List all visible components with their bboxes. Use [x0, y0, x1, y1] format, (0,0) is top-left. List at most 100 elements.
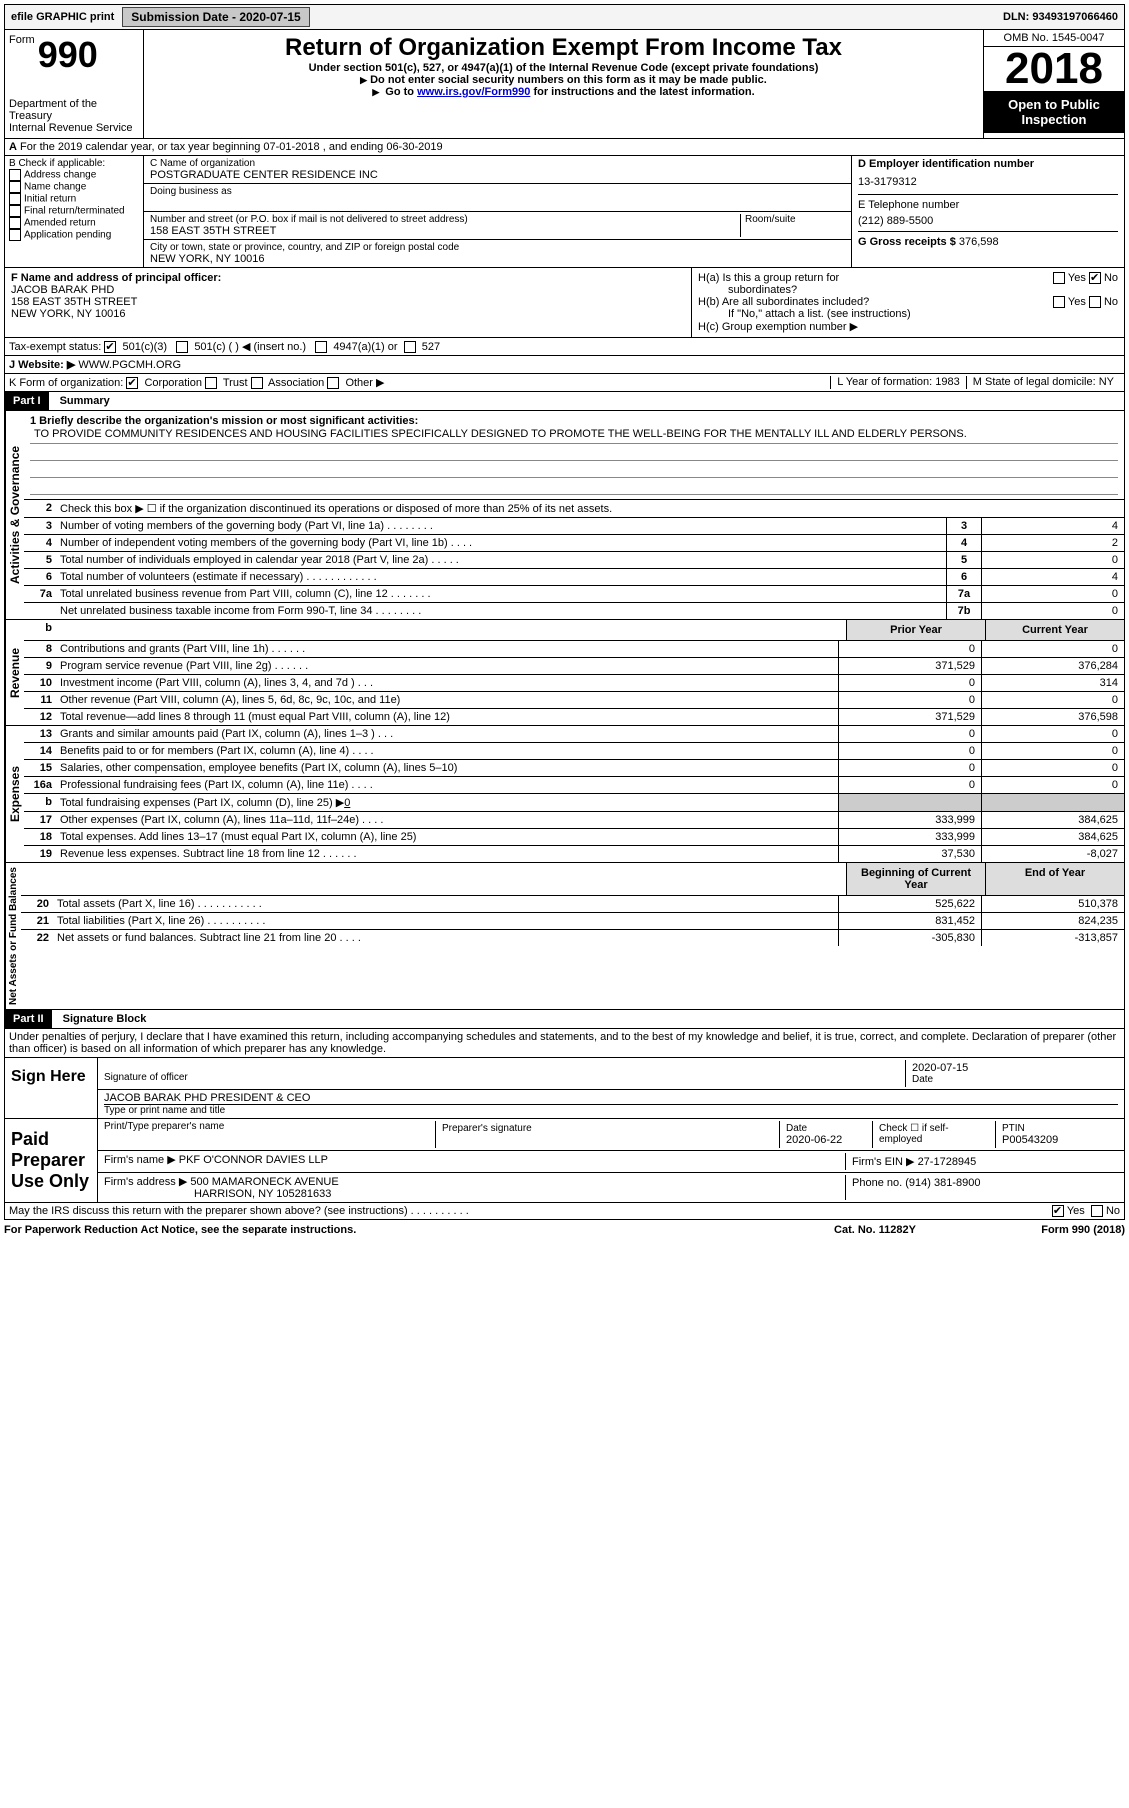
l5-val: 0 — [981, 552, 1124, 568]
discuss-no-checkbox[interactable] — [1091, 1205, 1103, 1217]
dba-label: Doing business as — [150, 186, 845, 197]
part1-header: Part I — [5, 392, 49, 410]
l20-p: 525,622 — [838, 896, 981, 912]
irs-link[interactable]: www.irs.gov/Form990 — [417, 86, 530, 98]
checkbox-final[interactable] — [9, 205, 21, 217]
l14-c: 0 — [981, 743, 1124, 759]
firm-ein-label: Firm's EIN ▶ — [852, 1156, 915, 1168]
efile-label: efile GRAPHIC print — [5, 9, 120, 25]
ha-yes: Yes — [1068, 272, 1086, 284]
phone-label: E Telephone number — [858, 194, 1118, 211]
arrow-icon — [372, 86, 382, 98]
hb-note: If "No," attach a list. (see instruction… — [698, 308, 1118, 320]
checkbox-name[interactable] — [9, 181, 21, 193]
ha-yes-checkbox[interactable] — [1053, 272, 1065, 284]
l22-desc: Net assets or fund balances. Subtract li… — [53, 930, 838, 946]
dept-label: Department of the Treasury — [9, 98, 139, 122]
l16a-p: 0 — [838, 777, 981, 793]
street-label: Number and street (or P.O. box if mail i… — [150, 214, 740, 225]
ha-no: No — [1104, 272, 1118, 284]
cb-501c[interactable] — [176, 341, 188, 353]
header-mid: Return of Organization Exempt From Incom… — [144, 30, 983, 138]
begin-header: Beginning of Current Year — [846, 863, 985, 895]
ha-sub: subordinates? — [698, 284, 797, 296]
instr-ssn: Do not enter social security numbers on … — [148, 74, 979, 86]
prep-name-label: Print/Type preparer's name — [104, 1121, 435, 1132]
l16b-val: 0 — [344, 797, 350, 809]
section-f: F Name and address of principal officer:… — [5, 268, 692, 337]
officer-city: NEW YORK, NY 10016 — [11, 308, 685, 320]
prior-header: Prior Year — [846, 620, 985, 640]
discuss-no: No — [1106, 1205, 1120, 1217]
top-bar: efile GRAPHIC print Submission Date - 20… — [4, 4, 1125, 30]
governance-table: Activities & Governance 1 Briefly descri… — [4, 411, 1125, 620]
cb-501c3[interactable] — [104, 341, 116, 353]
m-label: M State of legal domicile: — [973, 376, 1096, 388]
mission-blank1 — [30, 444, 1118, 461]
section-defg: D Employer identification number 13-3179… — [851, 156, 1124, 267]
form-word: Form — [9, 34, 35, 46]
l22-c: -313,857 — [981, 930, 1124, 946]
cb-corp[interactable] — [126, 377, 138, 389]
checkbox-address[interactable] — [9, 169, 21, 181]
tax-status-label: Tax-exempt status: — [9, 341, 101, 353]
l19-desc: Revenue less expenses. Subtract line 18 … — [56, 846, 838, 862]
hb-no-checkbox[interactable] — [1089, 296, 1101, 308]
ha-no-checkbox[interactable] — [1089, 272, 1101, 284]
lbl-501c: 501(c) ( ) ◀ (insert no.) — [194, 341, 306, 353]
l11-p: 0 — [838, 692, 981, 708]
end-header: End of Year — [985, 863, 1124, 895]
open-public-badge: Open to Public Inspection — [984, 91, 1124, 133]
website-value: WWW.PGCMH.ORG — [78, 359, 181, 371]
l17-desc: Other expenses (Part IX, column (A), lin… — [56, 812, 838, 828]
l20-desc: Total assets (Part X, line 16) . . . . .… — [53, 896, 838, 912]
hc-label: H(c) Group exemption number ▶ — [698, 320, 1118, 333]
cb-assoc[interactable] — [251, 377, 263, 389]
lbl-527: 527 — [422, 341, 440, 353]
checkbox-amended[interactable] — [9, 217, 21, 229]
checkbox-initial[interactable] — [9, 193, 21, 205]
cb-amended-label: Amended return — [24, 218, 96, 229]
mission-label: 1 Briefly describe the organization's mi… — [30, 415, 418, 427]
firm-label: Firm's name ▶ — [104, 1154, 176, 1166]
l14-p: 0 — [838, 743, 981, 759]
instr-goto-pre: Go to — [385, 86, 417, 98]
sign-here-label: Sign Here — [5, 1058, 98, 1118]
l16b-shade2 — [981, 794, 1124, 811]
l9-p: 371,529 — [838, 658, 981, 674]
l21-p: 831,452 — [838, 913, 981, 929]
l19-p: 37,530 — [838, 846, 981, 862]
cb-527[interactable] — [404, 341, 416, 353]
l16b-shade1 — [838, 794, 981, 811]
l10-desc: Investment income (Part VIII, column (A)… — [56, 675, 838, 691]
sign-block: Sign Here Signature of officer 2020-07-1… — [4, 1058, 1125, 1119]
website-label: J Website: ▶ — [9, 359, 75, 371]
header-left: Form 990 Department of the Treasury Inte… — [5, 30, 144, 138]
mission-blank2 — [30, 461, 1118, 478]
cb-4947[interactable] — [315, 341, 327, 353]
hb-yes-checkbox[interactable] — [1053, 296, 1065, 308]
cb-trust[interactable] — [205, 377, 217, 389]
cb-final-label: Final return/terminated — [24, 206, 125, 217]
l16a-desc: Professional fundraising fees (Part IX, … — [56, 777, 838, 793]
line-a: A For the 2019 calendar year, or tax yea… — [4, 139, 1125, 156]
checkbox-pending[interactable] — [9, 229, 21, 241]
prep-sig-label: Preparer's signature — [442, 1123, 773, 1134]
l4-desc: Number of independent voting members of … — [56, 535, 946, 551]
hb-yes: Yes — [1068, 296, 1086, 308]
sig-date: 2020-07-15 — [912, 1062, 1112, 1074]
penalty-text: Under penalties of perjury, I declare th… — [4, 1029, 1125, 1058]
submission-date-button[interactable]: Submission Date - 2020-07-15 — [122, 7, 309, 27]
section-b: B Check if applicable: Address change Na… — [5, 156, 144, 267]
sig-name-label: Type or print name and title — [104, 1104, 1118, 1116]
footer-left: For Paperwork Reduction Act Notice, see … — [4, 1224, 775, 1236]
l13-desc: Grants and similar amounts paid (Part IX… — [56, 726, 838, 742]
firm-ein: 27-1728945 — [918, 1156, 977, 1168]
cb-other[interactable] — [327, 377, 339, 389]
l7b-val: 0 — [981, 603, 1124, 619]
discuss-yes-checkbox[interactable] — [1052, 1205, 1064, 1217]
prep-date-label: Date — [786, 1123, 866, 1134]
l14-desc: Benefits paid to or for members (Part IX… — [56, 743, 838, 759]
footer: For Paperwork Reduction Act Notice, see … — [4, 1220, 1125, 1236]
l-label: L Year of formation: — [837, 376, 932, 388]
